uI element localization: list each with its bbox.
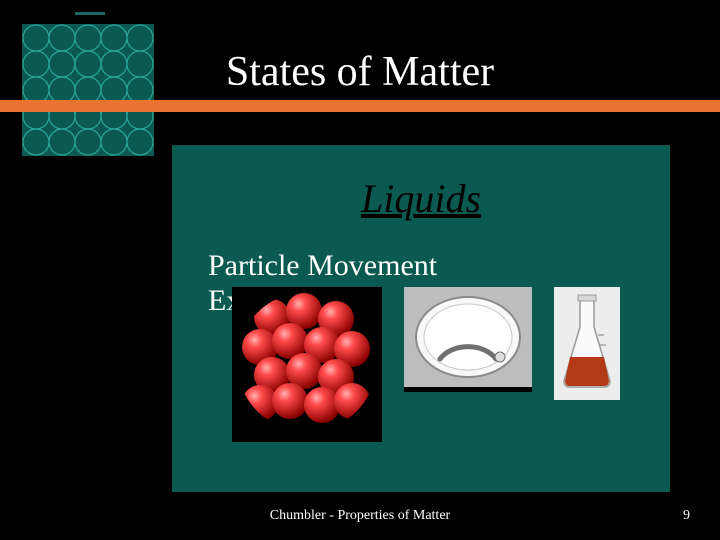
images-row [232, 287, 620, 442]
footer-credit: Chumbler - Properties of Matter [270, 508, 450, 524]
erlenmeyer-flask-icon [554, 287, 620, 395]
content-panel: Liquids Particle Movement Examples [172, 145, 670, 492]
image-petri-dish [404, 287, 532, 392]
particle-cluster-icon [232, 287, 382, 437]
footer-page-number: 9 [683, 508, 690, 524]
section-heading: Liquids [172, 175, 670, 222]
slide-title: States of Matter [0, 48, 720, 96]
body-line-1: Particle Movement [208, 249, 437, 284]
image-particles [232, 287, 382, 442]
top-accent-bar [75, 12, 105, 15]
title-underline-rule [0, 100, 720, 112]
petri-dish-icon [404, 287, 532, 387]
image-flask [554, 287, 620, 400]
